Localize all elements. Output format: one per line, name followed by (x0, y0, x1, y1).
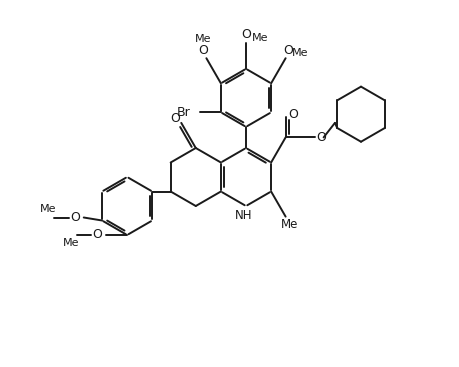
Text: Br: Br (176, 106, 190, 119)
Text: Me: Me (40, 204, 56, 214)
Text: Me: Me (195, 34, 211, 44)
Text: O: O (241, 28, 251, 41)
Text: O: O (92, 229, 102, 241)
Text: O: O (283, 44, 293, 57)
Text: Me: Me (62, 238, 79, 248)
Text: O: O (170, 112, 180, 126)
Text: O: O (316, 131, 326, 144)
Text: Me: Me (280, 218, 297, 231)
Text: Me: Me (292, 48, 308, 58)
Text: Me: Me (251, 33, 268, 43)
Text: O: O (288, 108, 298, 121)
Text: O: O (70, 211, 79, 224)
Text: NH: NH (235, 210, 252, 222)
Text: O: O (198, 44, 208, 57)
